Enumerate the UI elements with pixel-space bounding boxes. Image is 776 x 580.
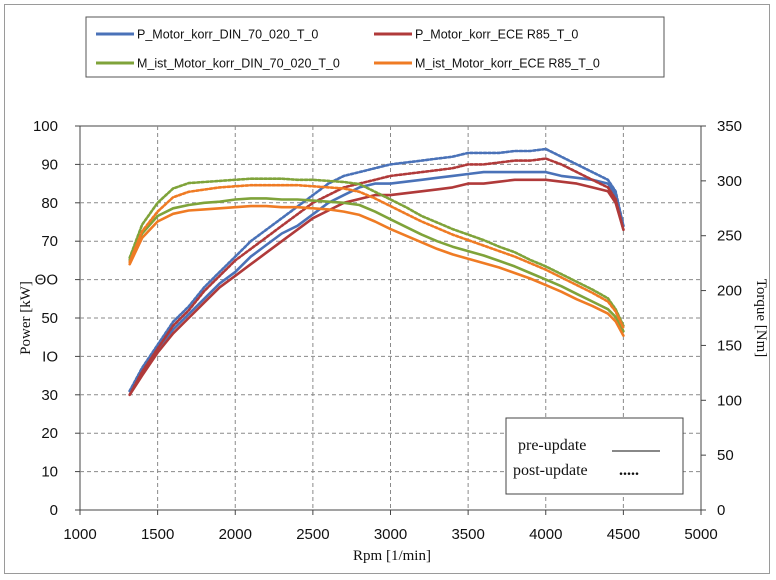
y-right-axis-title: Torque [Nm] (753, 279, 769, 358)
y-right-tick-label: 350 (717, 118, 742, 135)
series-line-1-pre-update (128, 170, 625, 393)
x-tick-label: 1500 (141, 526, 174, 543)
legend-label: M_ist_Motor_korr_ECE R85_T_0 (415, 57, 600, 71)
post-update-marker: ..... (619, 462, 639, 479)
y-left-tick-label: 100 (33, 118, 58, 135)
legend: P_Motor_korr_DIN_70_020_T_0 P_Motor_korr_… (96, 28, 600, 71)
series-line-7-pre-update (128, 204, 625, 337)
series-line-6-post-update (128, 183, 625, 330)
y-right-tick-label: 150 (717, 337, 742, 354)
x-tick-label: 3000 (374, 526, 407, 543)
chart-frame (4, 4, 770, 574)
y-right-tick-label: 100 (717, 392, 742, 409)
legend-label: P_Motor_korr_ECE R85_T_0 (415, 28, 578, 42)
series-line-2-post-update (128, 157, 625, 397)
y-left-tick-label: 80 (41, 195, 58, 212)
y-right-tick-label: 200 (717, 283, 742, 300)
phase-note: pre-update post-update ..... (505, 417, 684, 495)
x-tick-label: 2000 (219, 526, 252, 543)
y-left-tick-label: ΙO (42, 348, 58, 365)
series-line-4-post-update (128, 177, 625, 328)
grid (80, 126, 701, 510)
series-line-5-pre-update (128, 197, 625, 333)
y-left-tick-label: 10 (41, 464, 58, 481)
x-tick-label: 4500 (607, 526, 640, 543)
x-tick-label: 2500 (296, 526, 329, 543)
series-layer (128, 147, 625, 397)
post-update-label: post-update (513, 462, 588, 479)
y-left-axis-ticks: 0 10 20 30 ΙO 50 ΘO 70 80 90 100 (33, 118, 80, 519)
y-right-tick-label: 0 (717, 502, 725, 519)
y-right-tick-label: 50 (717, 447, 734, 464)
y-left-tick-label: 20 (41, 425, 58, 442)
phase-note-box (505, 417, 684, 495)
pre-update-label: pre-update (518, 437, 586, 454)
y-left-tick-label: 90 (41, 156, 58, 173)
x-tick-label: 1000 (63, 526, 96, 543)
y-left-tick-label: ΘO (35, 272, 58, 289)
y-left-tick-label: 50 (41, 310, 58, 327)
y-right-tick-label: 250 (717, 228, 742, 245)
x-tick-label: 5000 (684, 526, 717, 543)
x-tick-label: 3500 (451, 526, 484, 543)
legend-label: M_ist_Motor_korr_DIN_70_020_T_0 (137, 57, 340, 71)
y-left-tick-label: 70 (41, 233, 58, 250)
y-left-tick-label: 30 (41, 387, 58, 404)
x-tick-label: 4000 (529, 526, 562, 543)
legend-box (85, 16, 665, 78)
legend-label: P_Motor_korr_DIN_70_020_T_0 (137, 28, 318, 42)
y-left-axis-title: Power [kW] (18, 281, 34, 355)
y-right-axis-ticks: 0 50 100 150 200 250 300 350 (701, 118, 742, 519)
series-line-0-post-update (128, 147, 625, 393)
x-axis-ticks: 1000 1500 2000 2500 3000 3500 4000 4500 5000 (63, 510, 718, 543)
x-axis-title: Rpm [1/min] (353, 548, 431, 564)
y-left-tick-label: 0 (50, 502, 58, 519)
y-right-tick-label: 300 (717, 173, 742, 190)
